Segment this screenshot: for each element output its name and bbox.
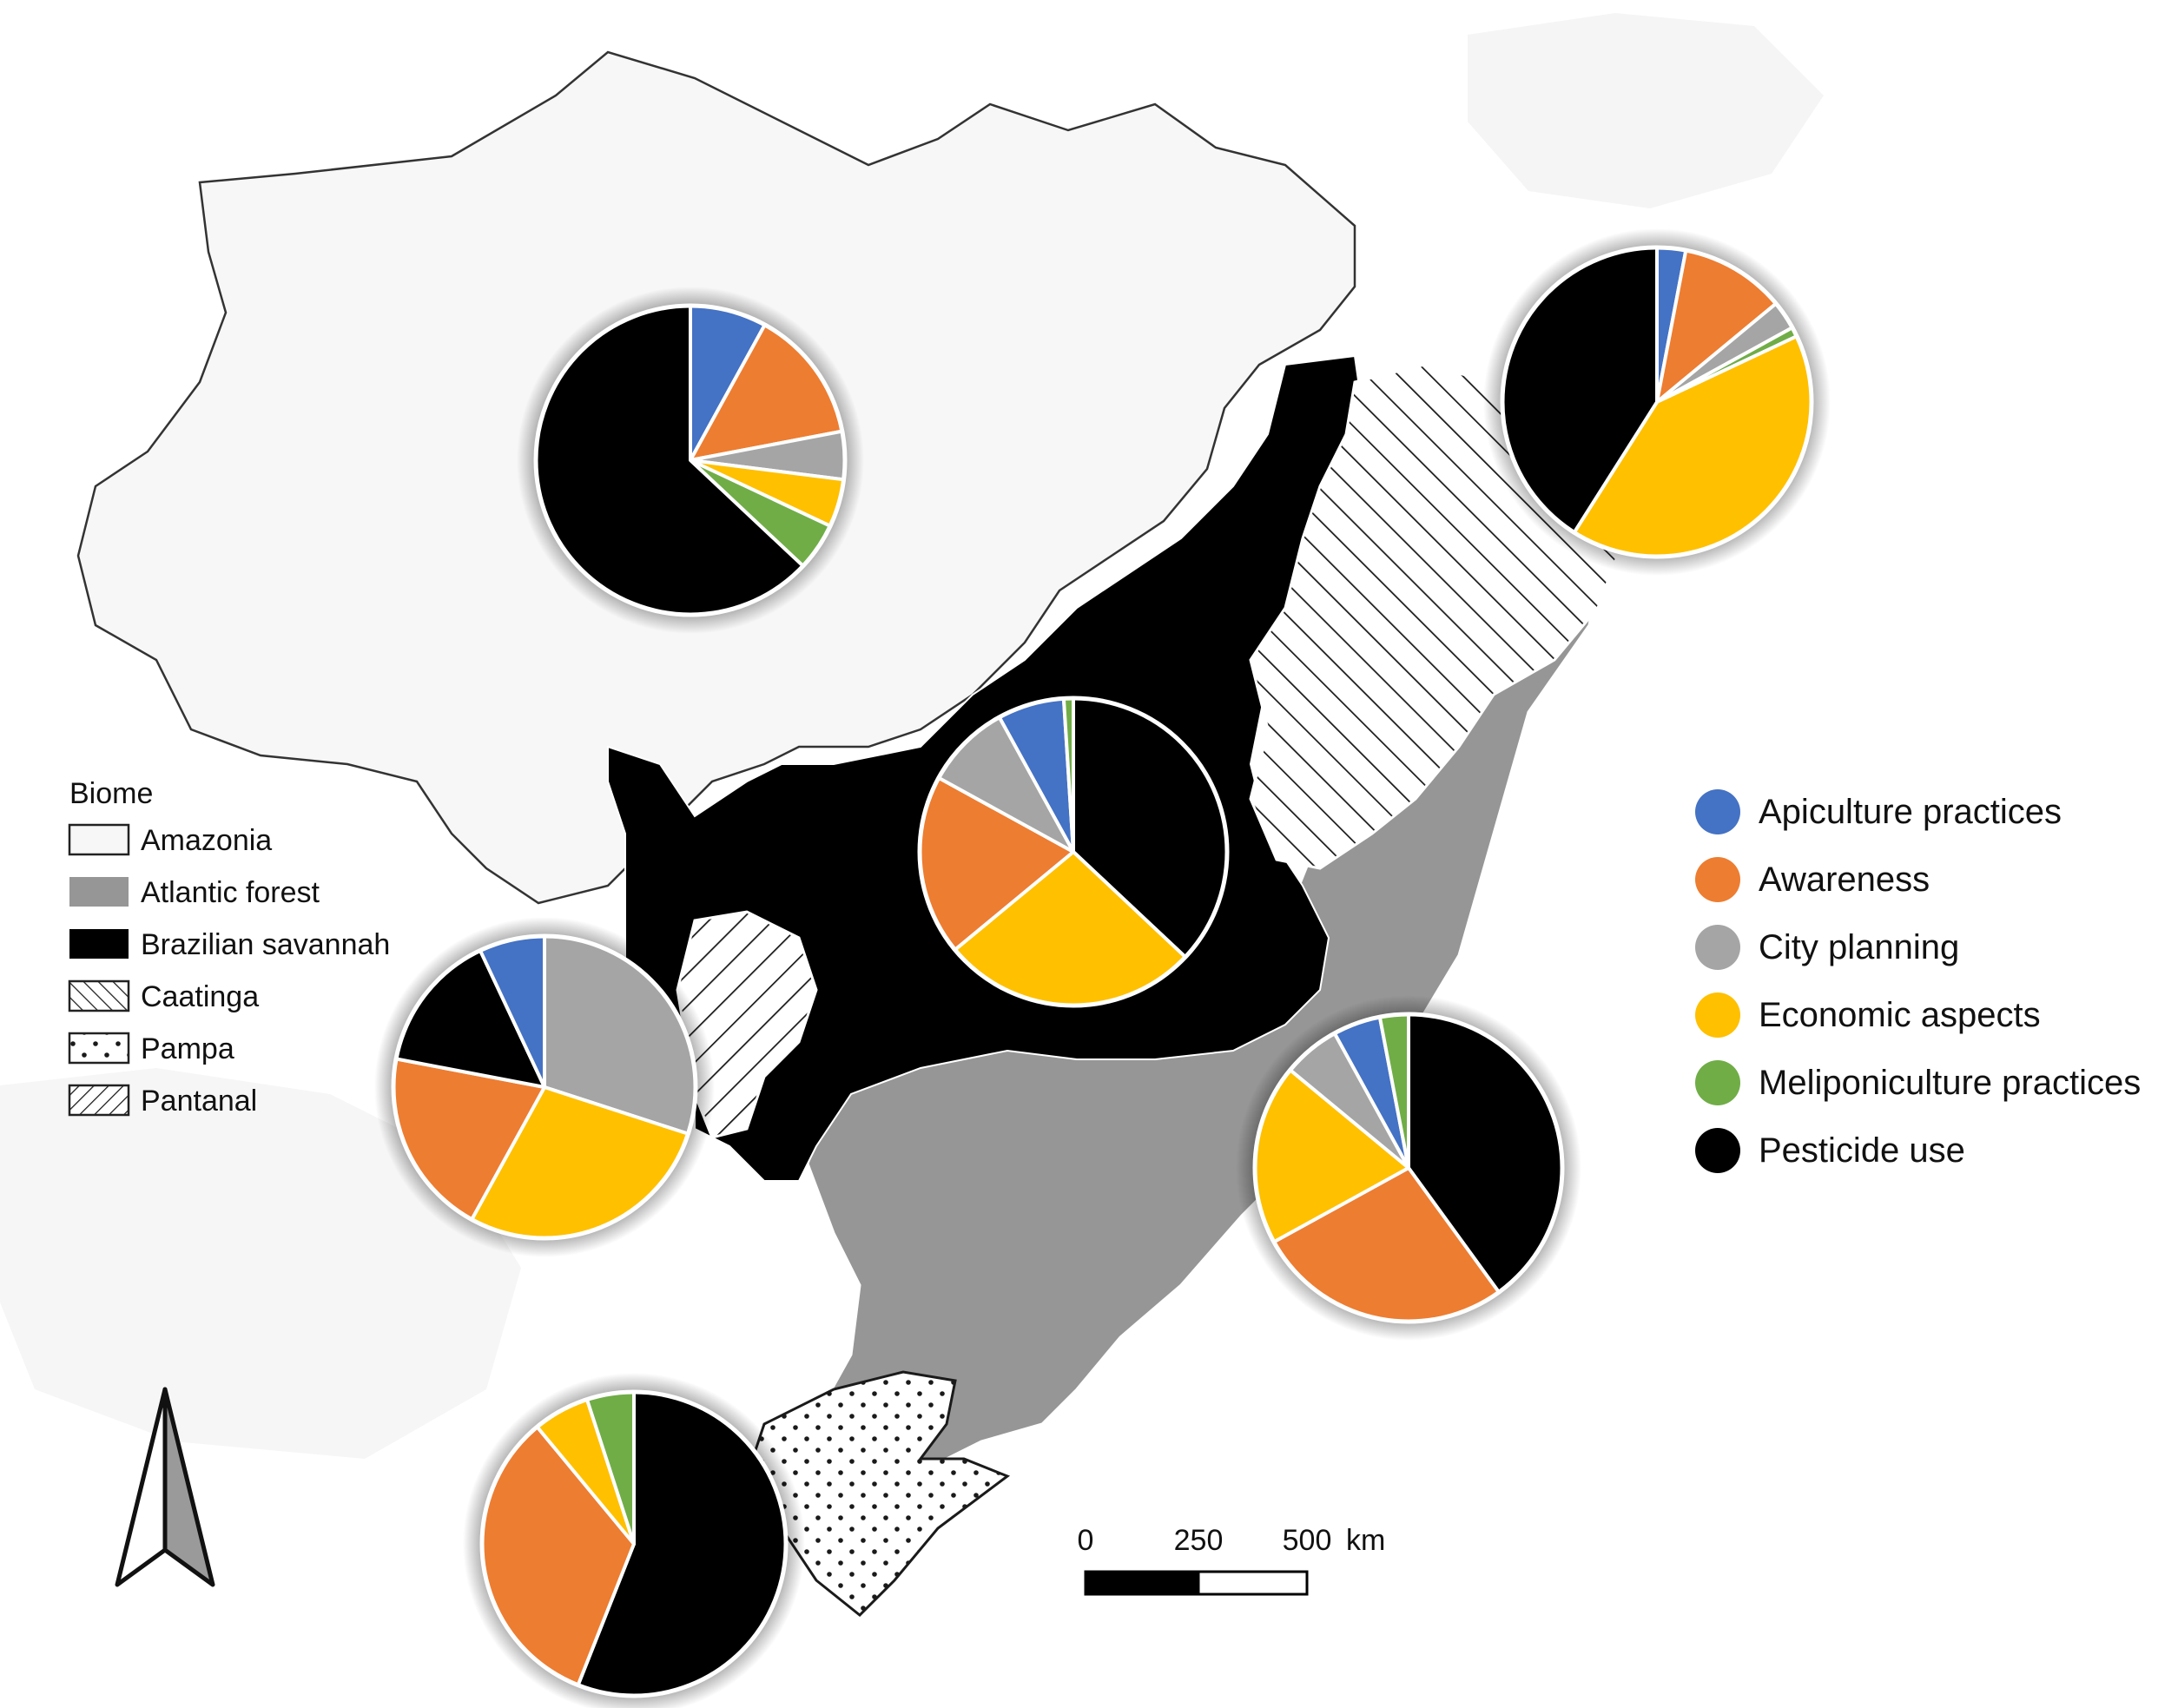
pie-outline — [1500, 245, 1814, 559]
biome-legend: Biome Amazonia Atlantic forest Brazilian s… — [68, 777, 390, 1118]
biome-legend-label: Atlantic forest — [141, 876, 320, 909]
pie-outline — [1252, 1012, 1565, 1324]
biome-legend-swatch-light — [68, 823, 130, 856]
category-legend-label: Meliponiculture practices — [1759, 1064, 2141, 1102]
category-legend-label: Apiculture practices — [1759, 793, 2062, 831]
pie-outline — [917, 696, 1230, 1008]
pie-chart-caatinga — [1483, 228, 1831, 576]
pie-chart-pantanal — [374, 917, 715, 1257]
pie-chart-pampa — [463, 1373, 805, 1708]
category-legend-label: Pesticide use — [1759, 1131, 1965, 1170]
category-legend-item: City planning — [1695, 925, 1959, 970]
category-legend-swatch — [1695, 1060, 1740, 1105]
biome-legend-item: Caatinga — [68, 979, 259, 1013]
biome-legend-swatch-gray — [69, 877, 129, 907]
biome-legend-label: Pampa — [141, 1032, 234, 1065]
category-legend-label: Awareness — [1759, 861, 1930, 899]
scale-label-250: 250 — [1174, 1524, 1224, 1557]
scale-label-500: 500 — [1283, 1524, 1332, 1557]
biome-legend-label: Caatinga — [141, 980, 259, 1013]
biome-legend-item: Pantanal — [68, 1084, 257, 1118]
category-legend-item: Awareness — [1695, 857, 1930, 902]
pie-charts-layer — [374, 228, 1831, 1708]
category-legend-item: Pesticide use — [1695, 1128, 1965, 1173]
biome-legend-label: Pantanal — [141, 1085, 257, 1118]
scale-label-0: 0 — [1078, 1524, 1094, 1557]
category-legend-label: Economic aspects — [1759, 996, 2041, 1034]
category-legend-swatch — [1695, 925, 1740, 970]
biome-legend-item: Brazilian savannah — [69, 928, 390, 961]
category-legend-item: Meliponiculture practices — [1695, 1060, 2141, 1105]
scale-bar-white-segment — [1197, 1570, 1309, 1596]
biome-legend-swatch-black — [69, 929, 129, 959]
biome-legend-item: Amazonia — [68, 823, 272, 857]
biome-legend-swatch-dots — [68, 1032, 130, 1065]
background-land — [1468, 13, 1824, 208]
category-legend-label: City planning — [1759, 928, 1959, 966]
category-legend-swatch — [1695, 1128, 1740, 1173]
pie-chart-brazilian-savannah — [901, 679, 1246, 1025]
pie-outline — [479, 1389, 789, 1698]
biome-legend-title: Biome — [69, 777, 153, 810]
biome-legend-label: Brazilian savannah — [141, 928, 390, 961]
background-land — [0, 1068, 521, 1459]
scale-bar: 0 250 500 km — [1078, 1524, 1385, 1596]
biome-legend-item: Atlantic forest — [69, 876, 320, 909]
category-legend-swatch — [1695, 857, 1740, 902]
category-legend: Apiculture practices Awareness City planni… — [1695, 789, 2141, 1173]
pie-outline — [391, 933, 698, 1241]
category-legend-item: Economic aspects — [1695, 992, 2041, 1038]
pie-chart-amazonia — [517, 287, 864, 634]
category-legend-swatch — [1695, 992, 1740, 1038]
biome-legend-item: Pampa — [68, 1032, 234, 1065]
biome-legend-label: Amazonia — [141, 824, 272, 857]
north-arrow-icon — [115, 1387, 215, 1587]
pie-outline — [533, 303, 848, 617]
scale-unit: km — [1346, 1524, 1385, 1557]
biome-legend-swatch-diagonal — [68, 979, 130, 1012]
pie-chart-atlantic-forest — [1236, 995, 1581, 1341]
scale-bar-black-segment — [1084, 1570, 1200, 1596]
category-legend-item: Apiculture practices — [1695, 789, 2062, 834]
category-legend-swatch — [1695, 789, 1740, 834]
biome-legend-swatch-backdiagonal — [68, 1084, 130, 1117]
